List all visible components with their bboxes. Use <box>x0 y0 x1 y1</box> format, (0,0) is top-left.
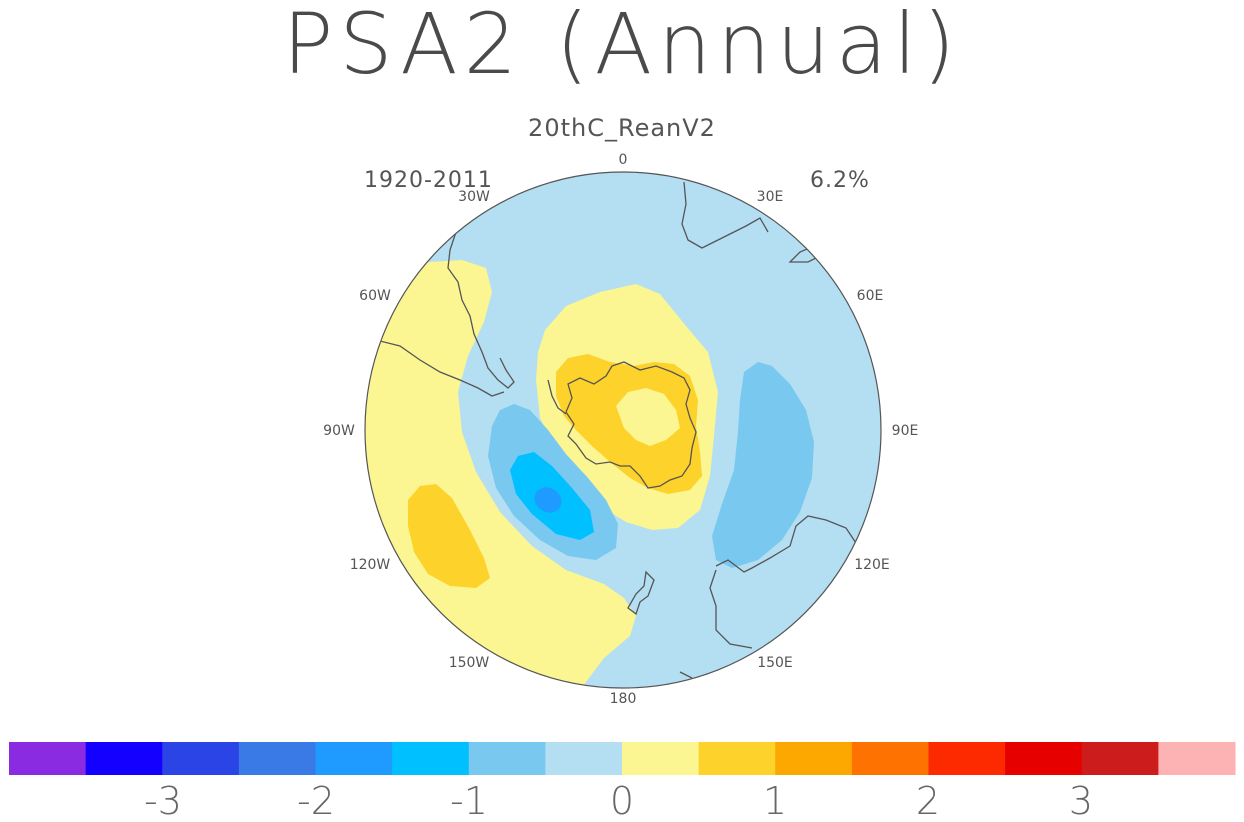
lon-label-0: 0 <box>619 152 628 168</box>
colorbar-tick: -2 <box>297 779 335 822</box>
lon-label-120w: 120W <box>350 557 391 573</box>
tasmania-coastline <box>679 671 693 679</box>
australia-coastline <box>715 515 867 573</box>
colorbar-swatch <box>392 742 470 775</box>
colorbar-swatch <box>238 742 317 775</box>
lon-label-120e: 120E <box>854 557 890 573</box>
longitude-labels: 0 30E 60E 90E 120E 150E 180 150W 120W 90… <box>323 152 918 707</box>
colorbar-swatch <box>775 742 853 775</box>
colorbar-swatch <box>468 742 546 775</box>
colorbar-swatch <box>162 742 240 775</box>
strong-negative-anomaly-core <box>534 487 562 513</box>
colorbar-swatch <box>1005 742 1083 775</box>
colorbar-tick-labels: -3 -2 -1 0 1 2 3 <box>144 779 1093 822</box>
period-label: 1920-2011 <box>364 168 493 193</box>
colorbar-swatch <box>622 742 700 775</box>
lon-label-60e: 60E <box>857 288 884 304</box>
colorbar-swatch <box>1081 742 1159 775</box>
lon-label-150w: 150W <box>449 655 490 671</box>
australia-south-coast <box>709 569 753 649</box>
colorbar-swatch <box>928 742 1006 775</box>
south-america-west-coast <box>375 339 505 397</box>
colorbar-swatch <box>1158 742 1236 775</box>
lon-label-30e: 30E <box>757 189 784 205</box>
map-title: PSA2 (Annual) <box>282 0 962 93</box>
colorbar-swatch <box>315 742 393 775</box>
lon-label-90e: 90E <box>892 423 919 439</box>
globe-boundary <box>364 171 882 689</box>
south-america-coastline <box>447 231 515 389</box>
antarctic-peninsula <box>547 379 567 415</box>
colorbar-swatch <box>851 742 930 775</box>
new-zealand-coastline <box>627 570 655 616</box>
lon-label-180: 180 <box>610 691 637 707</box>
dataset-subtitle: 20thC_ReanV2 <box>528 114 716 142</box>
colorbar-tick: 1 <box>763 779 787 822</box>
colorbar-swatch <box>9 742 87 775</box>
colorbar-swatch <box>85 742 163 775</box>
antarctica-coastline <box>565 361 697 489</box>
colorbar-tick: 3 <box>1069 779 1093 822</box>
interior-light-patch <box>616 388 680 446</box>
coastlines <box>375 181 867 679</box>
colorbar-tick: 2 <box>916 779 940 822</box>
pattern-field <box>365 172 881 688</box>
colorbar-tick: 0 <box>610 779 634 822</box>
colorbar-swatch <box>545 742 623 775</box>
africa-coastline <box>681 181 769 249</box>
lon-label-30w: 30W <box>458 189 490 205</box>
colorbar-tick: -1 <box>450 779 488 822</box>
variance-explained-label: 6.2% <box>810 168 870 193</box>
strong-positive-anomaly-west <box>408 484 490 588</box>
colorbar-tick: -3 <box>144 779 182 822</box>
lon-label-150e: 150E <box>757 655 793 671</box>
positive-anomaly-region-west <box>365 260 636 688</box>
colorbar-swatch <box>698 742 776 775</box>
negative-anomaly-east <box>712 362 814 568</box>
lon-label-90w: 90W <box>323 423 355 439</box>
lon-label-60w: 60W <box>359 288 391 304</box>
colorbar <box>9 742 1236 775</box>
